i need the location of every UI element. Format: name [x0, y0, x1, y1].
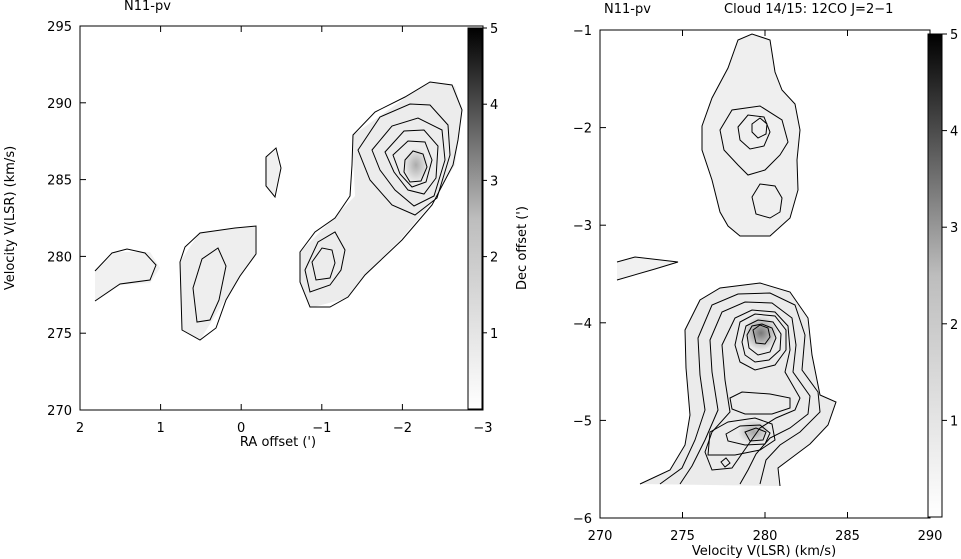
- left-colorbar-tick-label: 5: [490, 22, 498, 37]
- right-y-tick-label: −1: [573, 24, 592, 39]
- right-colorbar-tick-label: 5: [950, 28, 958, 43]
- right-y-axis-label: Dec offset ('): [515, 206, 530, 290]
- right-y-ticks: −6 −5 −4 −3 −2 −1: [573, 24, 606, 527]
- left-x-tick-label: 1: [156, 421, 164, 436]
- left-colorbar-tick-label: 2: [490, 251, 498, 266]
- right-title: N11-pv: [604, 2, 651, 17]
- left-x-tick-label: −1: [312, 421, 331, 436]
- right-x-tick-label: 285: [835, 529, 860, 544]
- left-x-tick-label: −3: [473, 421, 492, 436]
- right-colorbar-tick-label: 3: [950, 221, 958, 236]
- right-y-tick-label: −6: [573, 512, 592, 527]
- left-y-ticks: 270 275 280 285 290 295: [47, 20, 86, 419]
- right-colorbar-tick-label: 1: [950, 414, 958, 429]
- right-y-tick-label: −4: [573, 317, 592, 332]
- left-panel: 2 1 0 −1 −2 −3 270 275 280 285 290 295 N11-pv RA o…: [3, 0, 530, 450]
- right-subtitle: Cloud 14/15: 12CO J=2−1: [724, 2, 893, 17]
- right-x-axis-label: Velocity V(LSR) (km/s): [692, 544, 836, 559]
- right-x-tick-label: 290: [918, 529, 943, 544]
- right-y-tick-label: −3: [573, 219, 592, 234]
- left-x-axis-label: RA offset ('): [240, 435, 316, 450]
- left-colorbar-tick-label: 4: [490, 98, 498, 113]
- left-y-tick-label: 285: [47, 174, 72, 189]
- right-panel: 270 275 280 285 290 −6 −5 −4 −3 −2 −1 N11-pv Clou…: [573, 2, 958, 559]
- right-image-fill: [617, 34, 836, 486]
- right-x-ticks: 270 275 280 285 290: [588, 30, 943, 544]
- left-plot-frame: [79, 25, 484, 411]
- left-y-tick-label: 280: [47, 250, 72, 265]
- left-y-axis-label: Velocity V(LSR) (km/s): [3, 146, 18, 290]
- left-title: N11-pv: [124, 0, 171, 14]
- left-y-tick-label: 270: [47, 404, 72, 419]
- right-y-tick-label: −5: [573, 414, 592, 429]
- right-colorbar: [927, 33, 943, 518]
- right-x-tick-label: 275: [670, 529, 695, 544]
- right-colorbar-tick-label: 4: [950, 125, 958, 140]
- left-x-tick-label: 2: [76, 421, 84, 436]
- right-y-tick-label: −2: [573, 122, 592, 137]
- left-colorbar-tick-label: 1: [490, 327, 498, 342]
- left-contours: [94, 81, 463, 341]
- left-y-tick-label: 275: [47, 327, 72, 342]
- left-colorbar: [467, 27, 483, 410]
- left-y-tick-label: 295: [47, 20, 72, 35]
- right-x-tick-label: 280: [753, 529, 778, 544]
- right-colorbar-ticks: 1 2 3 4 5: [942, 28, 958, 429]
- left-x-tick-label: 0: [237, 421, 245, 436]
- right-x-tick-label: 270: [588, 529, 613, 544]
- left-colorbar-ticks: 1 2 3 4 5: [482, 22, 498, 342]
- left-x-tick-label: −2: [393, 421, 412, 436]
- left-x-ticks: 2 1 0 −1 −2 −3: [76, 26, 493, 436]
- left-colorbar-tick-label: 3: [490, 174, 498, 189]
- right-colorbar-tick-label: 2: [950, 318, 958, 333]
- left-y-tick-label: 290: [47, 97, 72, 112]
